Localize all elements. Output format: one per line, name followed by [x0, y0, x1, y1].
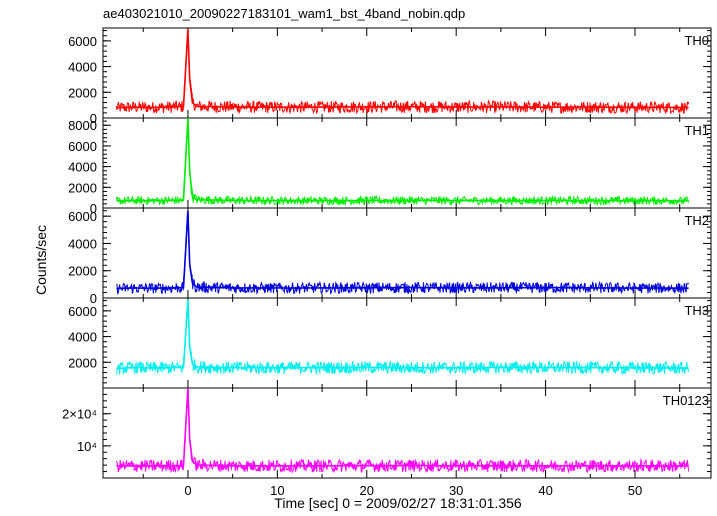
- x-axis-label: Time [sec] 0 = 2009/02/27 18:31:01.356: [274, 495, 522, 511]
- y-tick-label: 2000: [68, 264, 97, 279]
- x-tick-label: 50: [628, 483, 642, 498]
- y-tick-label: 2000: [68, 180, 97, 195]
- y-tick-label: 4000: [68, 330, 97, 345]
- series-noise-th2: [116, 211, 689, 295]
- y-tick-label: 0: [90, 291, 97, 306]
- chart-title: ae403021010_20090227183101_wam1_bst_4ban…: [103, 6, 465, 21]
- y-tick-label: 10⁴: [77, 439, 97, 454]
- x-tick-label: 10: [270, 483, 284, 498]
- series-line-th1: [116, 117, 689, 202]
- y-tick-label: 4000: [68, 60, 97, 75]
- panel-label-th1: TH1: [684, 123, 709, 138]
- y-axis-label: Counts/sec: [33, 225, 49, 295]
- y-tick-label: 6000: [68, 34, 97, 49]
- y-tick-label: 0: [90, 111, 97, 126]
- panel-label-th0: TH0: [684, 33, 709, 48]
- y-tick-label: 0: [90, 201, 97, 216]
- series-noise-th1: [115, 126, 690, 207]
- y-tick-label: 4000: [68, 160, 97, 175]
- x-tick-label: 20: [360, 483, 374, 498]
- x-tick-label: 40: [538, 483, 552, 498]
- panel-frame-th3: [102, 297, 712, 389]
- series-noise-th0123: [115, 392, 690, 474]
- y-tick-label: 6000: [68, 304, 97, 319]
- y-tick-label: 8000: [68, 118, 97, 133]
- series-noise-th3: [115, 304, 690, 376]
- y-tick-label: 2000: [68, 355, 97, 370]
- y-tick-label: 6000: [68, 209, 97, 224]
- panel-label-th2: TH2: [684, 213, 709, 228]
- series-line-th3: [116, 299, 689, 370]
- y-tick-label: 2000: [68, 85, 97, 100]
- series-line-th2: [116, 210, 689, 290]
- panel-label-th0123: TH0123: [663, 393, 709, 408]
- series-line-th0123: [116, 387, 689, 467]
- series-noise-th0: [115, 35, 690, 115]
- series-line-th0: [116, 29, 689, 109]
- y-tick-label: 4000: [68, 236, 97, 251]
- panel-label-th3: TH3: [684, 303, 709, 318]
- x-tick-label: 0: [184, 483, 191, 498]
- x-tick-label: 30: [449, 483, 463, 498]
- y-tick-label: 6000: [68, 139, 97, 154]
- y-tick-label: 2×10⁴: [62, 407, 97, 422]
